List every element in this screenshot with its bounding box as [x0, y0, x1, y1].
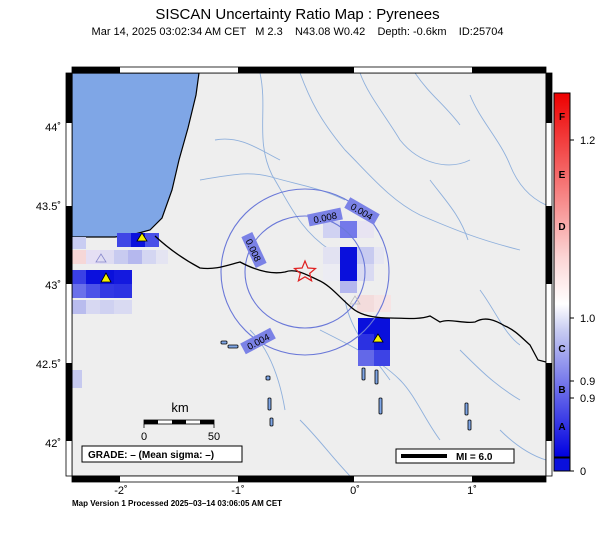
triangle-icon: [136, 232, 148, 242]
lat-tick-label: 43˚: [45, 280, 61, 292]
triangle-icon: [349, 295, 361, 305]
longitude-labels: -2˚ -1˚ 0˚ 1˚: [114, 485, 477, 497]
lat-tick-label: 44˚: [45, 122, 61, 134]
lat-tick-label: 42.5˚: [36, 359, 61, 371]
grade-letter: B: [558, 385, 565, 396]
colorbar-value: 0.9: [580, 376, 595, 388]
grade-letter: E: [559, 170, 566, 181]
grade-text: GRADE: – (Mean sigma: –): [88, 450, 214, 461]
star-icon: [292, 259, 318, 283]
grade-letter: F: [559, 112, 565, 123]
grade-letter: D: [558, 222, 565, 233]
uncertainty-contours: [220, 188, 390, 356]
lon-tick-label: 0˚: [350, 485, 360, 497]
border-line: [154, 235, 546, 363]
map-frame: [65, 66, 553, 483]
colorbar-value: 1.2: [580, 135, 595, 147]
scale-label: 50: [208, 431, 220, 443]
map-title: SISCAN Uncertainty Ratio Map : Pyrenees: [155, 6, 440, 23]
sea-area: [72, 73, 200, 238]
colorbar-value: 0.9: [580, 393, 595, 405]
colorbar: F E D C B A 1.2 1.0 0.9 0.9 0: [553, 92, 595, 478]
scale-unit: km: [171, 400, 188, 415]
contour-label-text: 0.008: [313, 211, 339, 227]
mi-text: MI = 6.0: [456, 452, 493, 463]
event-details: Mar 14, 2025 03:02:34 AM CET M 2.3 N43.0…: [91, 26, 504, 38]
triangle-icon: [95, 253, 107, 263]
lat-tick-label: 43.5˚: [36, 201, 61, 213]
scale-bar: km 0 50: [141, 400, 220, 443]
colorbar-value: 0: [580, 466, 586, 478]
lon-tick-label: -2˚: [114, 485, 127, 497]
lon-tick-label: -1˚: [231, 485, 244, 497]
colorbar-value: 1.0: [580, 313, 595, 325]
triangle-icon: [100, 272, 112, 283]
triangle-icon: [372, 333, 384, 343]
grade-letter: A: [558, 422, 565, 433]
processing-info: Map Version 1 Processed 2025–03–14 03:06…: [72, 499, 283, 508]
latitude-labels: 44˚ 43.5˚ 43˚ 42.5˚ 42˚: [36, 122, 61, 450]
contour-label: 0.008: [307, 207, 343, 227]
lakes: [220, 340, 472, 431]
lat-tick-label: 42˚: [45, 438, 61, 450]
lon-tick-label: 1˚: [467, 485, 477, 497]
grade-box: GRADE: – (Mean sigma: –): [81, 445, 243, 463]
scale-label: 0: [141, 431, 147, 443]
mi-box: MI = 6.0: [395, 448, 515, 464]
station-markers: [95, 232, 384, 343]
grade-letter: C: [558, 344, 565, 355]
